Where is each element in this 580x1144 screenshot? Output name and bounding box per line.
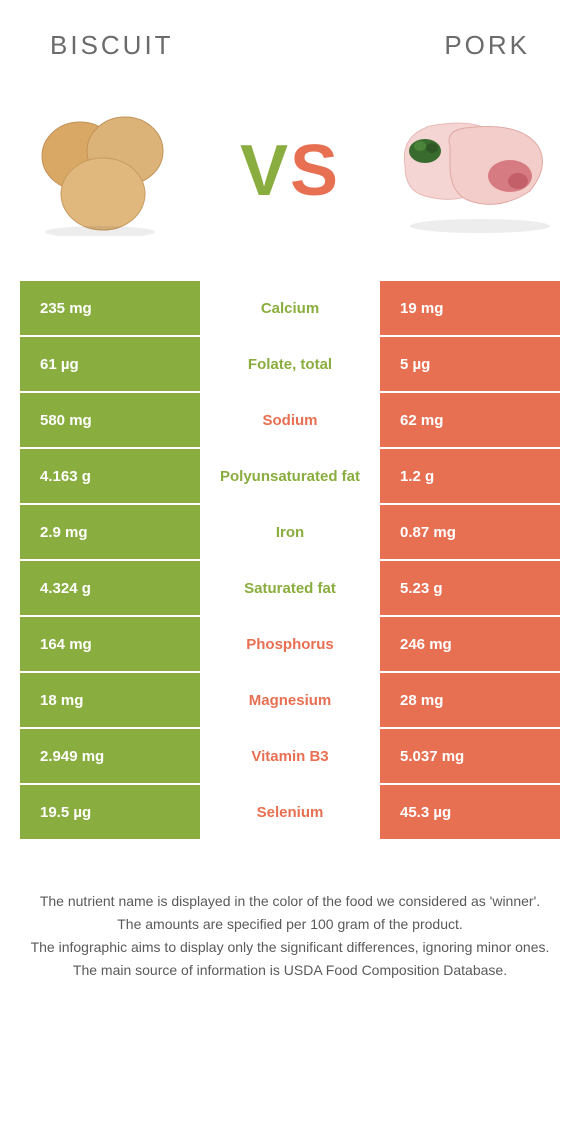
pork-image (390, 101, 560, 241)
table-row: 4.163 gPolyunsaturated fat1.2 g (20, 449, 560, 505)
value-left: 18 mg (20, 673, 200, 727)
nutrient-label: Sodium (200, 393, 380, 447)
value-left: 4.163 g (20, 449, 200, 503)
vs-v: V (240, 131, 290, 211)
footer-line: The amounts are specified per 100 gram o… (20, 914, 560, 935)
table-row: 2.949 mgVitamin B35.037 mg (20, 729, 560, 785)
value-left: 580 mg (20, 393, 200, 447)
value-right: 5.23 g (380, 561, 560, 615)
footer-line: The infographic aims to display only the… (20, 937, 560, 958)
nutrient-label: Calcium (200, 281, 380, 335)
value-right: 45.3 µg (380, 785, 560, 839)
table-row: 235 mgCalcium19 mg (20, 281, 560, 337)
value-left: 19.5 µg (20, 785, 200, 839)
table-row: 61 µgFolate, total5 µg (20, 337, 560, 393)
vs-label: VS (240, 130, 340, 212)
table-row: 580 mgSodium62 mg (20, 393, 560, 449)
value-right: 246 mg (380, 617, 560, 671)
nutrient-label: Magnesium (200, 673, 380, 727)
value-left: 164 mg (20, 617, 200, 671)
nutrient-label: Selenium (200, 785, 380, 839)
footer-line: The nutrient name is displayed in the co… (20, 891, 560, 912)
value-right: 28 mg (380, 673, 560, 727)
food-left-title: Biscuit (50, 30, 174, 61)
nutrient-label: Polyunsaturated fat (200, 449, 380, 503)
value-right: 0.87 mg (380, 505, 560, 559)
value-left: 2.949 mg (20, 729, 200, 783)
value-right: 1.2 g (380, 449, 560, 503)
table-row: 4.324 gSaturated fat5.23 g (20, 561, 560, 617)
value-right: 62 mg (380, 393, 560, 447)
nutrient-label: Folate, total (200, 337, 380, 391)
food-right-title: Pork (444, 30, 530, 61)
value-left: 61 µg (20, 337, 200, 391)
footer-notes: The nutrient name is displayed in the co… (0, 841, 580, 1003)
nutrient-label: Vitamin B3 (200, 729, 380, 783)
nutrient-label: Saturated fat (200, 561, 380, 615)
comparison-table: 235 mgCalcium19 mg61 µgFolate, total5 µg… (20, 281, 560, 841)
value-left: 2.9 mg (20, 505, 200, 559)
value-right: 19 mg (380, 281, 560, 335)
value-right: 5.037 mg (380, 729, 560, 783)
table-row: 164 mgPhosphorus246 mg (20, 617, 560, 673)
nutrient-label: Iron (200, 505, 380, 559)
table-row: 18 mgMagnesium28 mg (20, 673, 560, 729)
biscuit-image (20, 101, 190, 241)
vs-s: S (290, 131, 340, 211)
vs-section: VS (0, 71, 580, 281)
table-row: 19.5 µgSelenium45.3 µg (20, 785, 560, 841)
table-row: 2.9 mgIron0.87 mg (20, 505, 560, 561)
header: Biscuit Pork (0, 0, 580, 71)
value-right: 5 µg (380, 337, 560, 391)
footer-line: The main source of information is USDA F… (20, 960, 560, 981)
nutrient-label: Phosphorus (200, 617, 380, 671)
value-left: 4.324 g (20, 561, 200, 615)
value-left: 235 mg (20, 281, 200, 335)
